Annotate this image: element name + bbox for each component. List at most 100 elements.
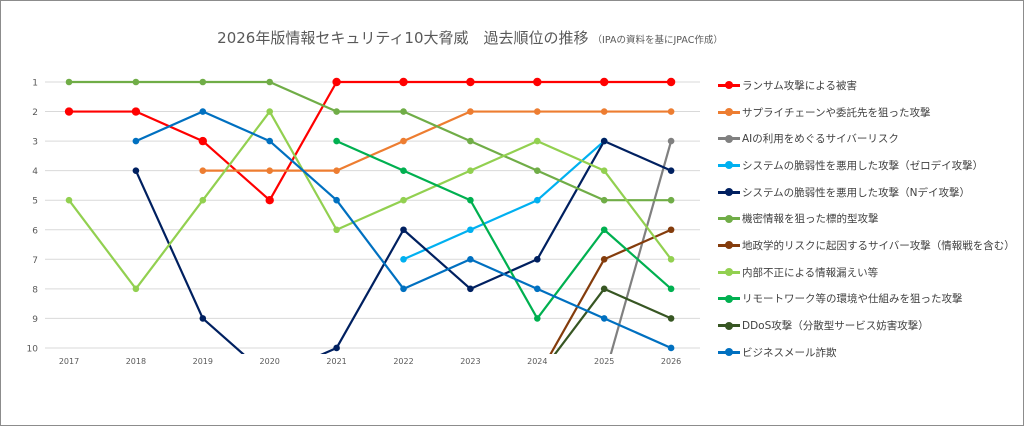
data-point bbox=[467, 108, 474, 115]
data-point bbox=[667, 344, 675, 352]
data-point bbox=[600, 255, 608, 263]
data-point bbox=[400, 167, 407, 174]
data-point bbox=[64, 107, 74, 116]
data-point bbox=[534, 285, 541, 293]
legend-item: ランサム攻撃による被害 bbox=[718, 72, 1015, 99]
data-point bbox=[199, 108, 207, 115]
series-line bbox=[336, 140, 672, 320]
y-tick-label: 3 bbox=[32, 138, 38, 148]
legend-label: DDoS攻撃（分散型サービス妨害攻撃） bbox=[742, 320, 929, 333]
y-tick-label: 10 bbox=[27, 344, 39, 354]
x-tick-labels: 2017 2018 2019 2020 2021 2022 2023 2024 2025 2026 bbox=[59, 357, 681, 366]
legend-marker-icon bbox=[718, 134, 740, 143]
legend-label: サプライチェーンや委託先を狙った攻撃 bbox=[742, 106, 931, 119]
legend-item: DDoS攻撃（分散型サービス妨害攻撃） bbox=[718, 312, 1015, 339]
data-point bbox=[266, 78, 274, 86]
data-point bbox=[400, 196, 407, 204]
data-point bbox=[667, 137, 675, 145]
series-line bbox=[403, 140, 605, 261]
y-tick-label: 6 bbox=[32, 226, 38, 236]
data-point bbox=[399, 77, 408, 87]
x-tick-label: 2022 bbox=[393, 357, 413, 366]
data-point bbox=[466, 77, 475, 87]
data-point bbox=[199, 78, 207, 86]
data-point bbox=[534, 167, 541, 174]
data-point bbox=[534, 137, 541, 145]
legend-item: 機密情報を狙った標的型攻撃 bbox=[718, 205, 1015, 232]
y-tick-label: 4 bbox=[32, 167, 38, 177]
legend-item: システムの脆弱性を悪用した攻撃（ゼロデイ攻撃） bbox=[718, 152, 1015, 179]
legend-item: ビジネスメール詐欺 bbox=[718, 339, 1015, 366]
data-point bbox=[600, 226, 608, 234]
legend-label: システムの脆弱性を悪用した攻撃（Nデイ攻撃） bbox=[742, 186, 971, 199]
legend-label: リモートワーク等の環境や仕組みを狙った攻撃 bbox=[742, 293, 963, 306]
legend-label: 地政学的リスクに起因するサイバー攻撃（情報戦を含む） bbox=[742, 239, 1015, 252]
y-tick-labels: 1 2 3 4 5 6 7 8 9 10 bbox=[27, 79, 39, 355]
data-point bbox=[199, 196, 207, 204]
legend-marker-icon bbox=[718, 294, 740, 303]
data-point bbox=[600, 196, 608, 204]
data-point bbox=[400, 226, 407, 234]
x-tick-label: 2023 bbox=[460, 357, 480, 366]
data-point bbox=[467, 167, 474, 174]
data-point bbox=[467, 285, 474, 293]
x-tick-label: 2025 bbox=[594, 357, 614, 366]
data-point bbox=[467, 255, 474, 263]
legend-marker-icon bbox=[718, 108, 740, 117]
data-point bbox=[132, 285, 140, 293]
data-point bbox=[667, 255, 675, 263]
data-point bbox=[600, 285, 608, 293]
y-tick-label: 8 bbox=[32, 285, 38, 295]
legend-label: AIの利用をめぐるサイバーリスク bbox=[742, 133, 899, 146]
data-point bbox=[667, 196, 675, 204]
x-tick-label: 2024 bbox=[527, 357, 547, 366]
legend-label: ビジネスメール詐欺 bbox=[742, 346, 837, 359]
legend-item: AIの利用をめぐるサイバーリスク bbox=[718, 125, 1015, 152]
legend-item: リモートワーク等の環境や仕組みを狙った攻撃 bbox=[718, 286, 1015, 313]
chart-title: 2026年版情報セキュリティ10大脅威 過去順位の推移 （IPAの資料を基にJPA… bbox=[0, 27, 940, 48]
legend-item: システムの脆弱性を悪用した攻撃（Nデイ攻撃） bbox=[718, 179, 1015, 206]
data-point bbox=[400, 108, 407, 115]
data-point bbox=[534, 196, 541, 204]
data-point bbox=[467, 137, 474, 145]
x-tick-label: 2017 bbox=[59, 357, 79, 366]
legend-marker-icon bbox=[718, 348, 740, 357]
legend-marker-icon bbox=[718, 268, 740, 277]
series-line bbox=[69, 80, 672, 202]
data-point bbox=[198, 136, 207, 146]
legend-marker-icon bbox=[718, 321, 740, 330]
legend-label: 内部不正による情報漏えい等 bbox=[742, 266, 879, 279]
data-point bbox=[666, 77, 676, 87]
data-point bbox=[667, 226, 675, 234]
chart-subtitle: （IPAの資料を基にJPAC作成） bbox=[592, 35, 723, 46]
data-point bbox=[333, 167, 340, 174]
data-point bbox=[266, 137, 274, 145]
data-point bbox=[265, 196, 274, 205]
legend-marker-icon bbox=[718, 241, 740, 250]
data-point bbox=[533, 77, 542, 87]
data-point bbox=[400, 285, 407, 293]
data-point bbox=[400, 137, 407, 145]
data-point bbox=[266, 108, 274, 115]
data-point bbox=[333, 108, 340, 115]
data-point bbox=[266, 167, 274, 174]
data-point bbox=[333, 344, 340, 352]
series-points bbox=[64, 77, 676, 352]
legend-item: 内部不正による情報漏えい等 bbox=[718, 259, 1015, 286]
data-point bbox=[132, 78, 140, 86]
legend-marker-icon bbox=[718, 161, 740, 170]
data-point bbox=[132, 137, 140, 145]
data-point bbox=[65, 78, 73, 86]
legend-label: ランサム攻撃による被害 bbox=[742, 79, 857, 92]
x-tick-label: 2026 bbox=[661, 357, 681, 366]
data-point bbox=[332, 77, 341, 87]
legend: ランサム攻撃による被害サプライチェーンや委託先を狙った攻撃 AIの利用をめぐるサイ… bbox=[718, 72, 1015, 366]
legend-item: 地政学的リスクに起因するサイバー攻撃（情報戦を含む） bbox=[718, 232, 1015, 259]
y-tick-label: 2 bbox=[32, 108, 38, 118]
x-tick-label: 2019 bbox=[193, 357, 213, 366]
y-tick-label: 1 bbox=[32, 79, 38, 89]
legend-marker-icon bbox=[718, 214, 740, 223]
data-point bbox=[333, 226, 340, 234]
series-line bbox=[68, 110, 672, 290]
